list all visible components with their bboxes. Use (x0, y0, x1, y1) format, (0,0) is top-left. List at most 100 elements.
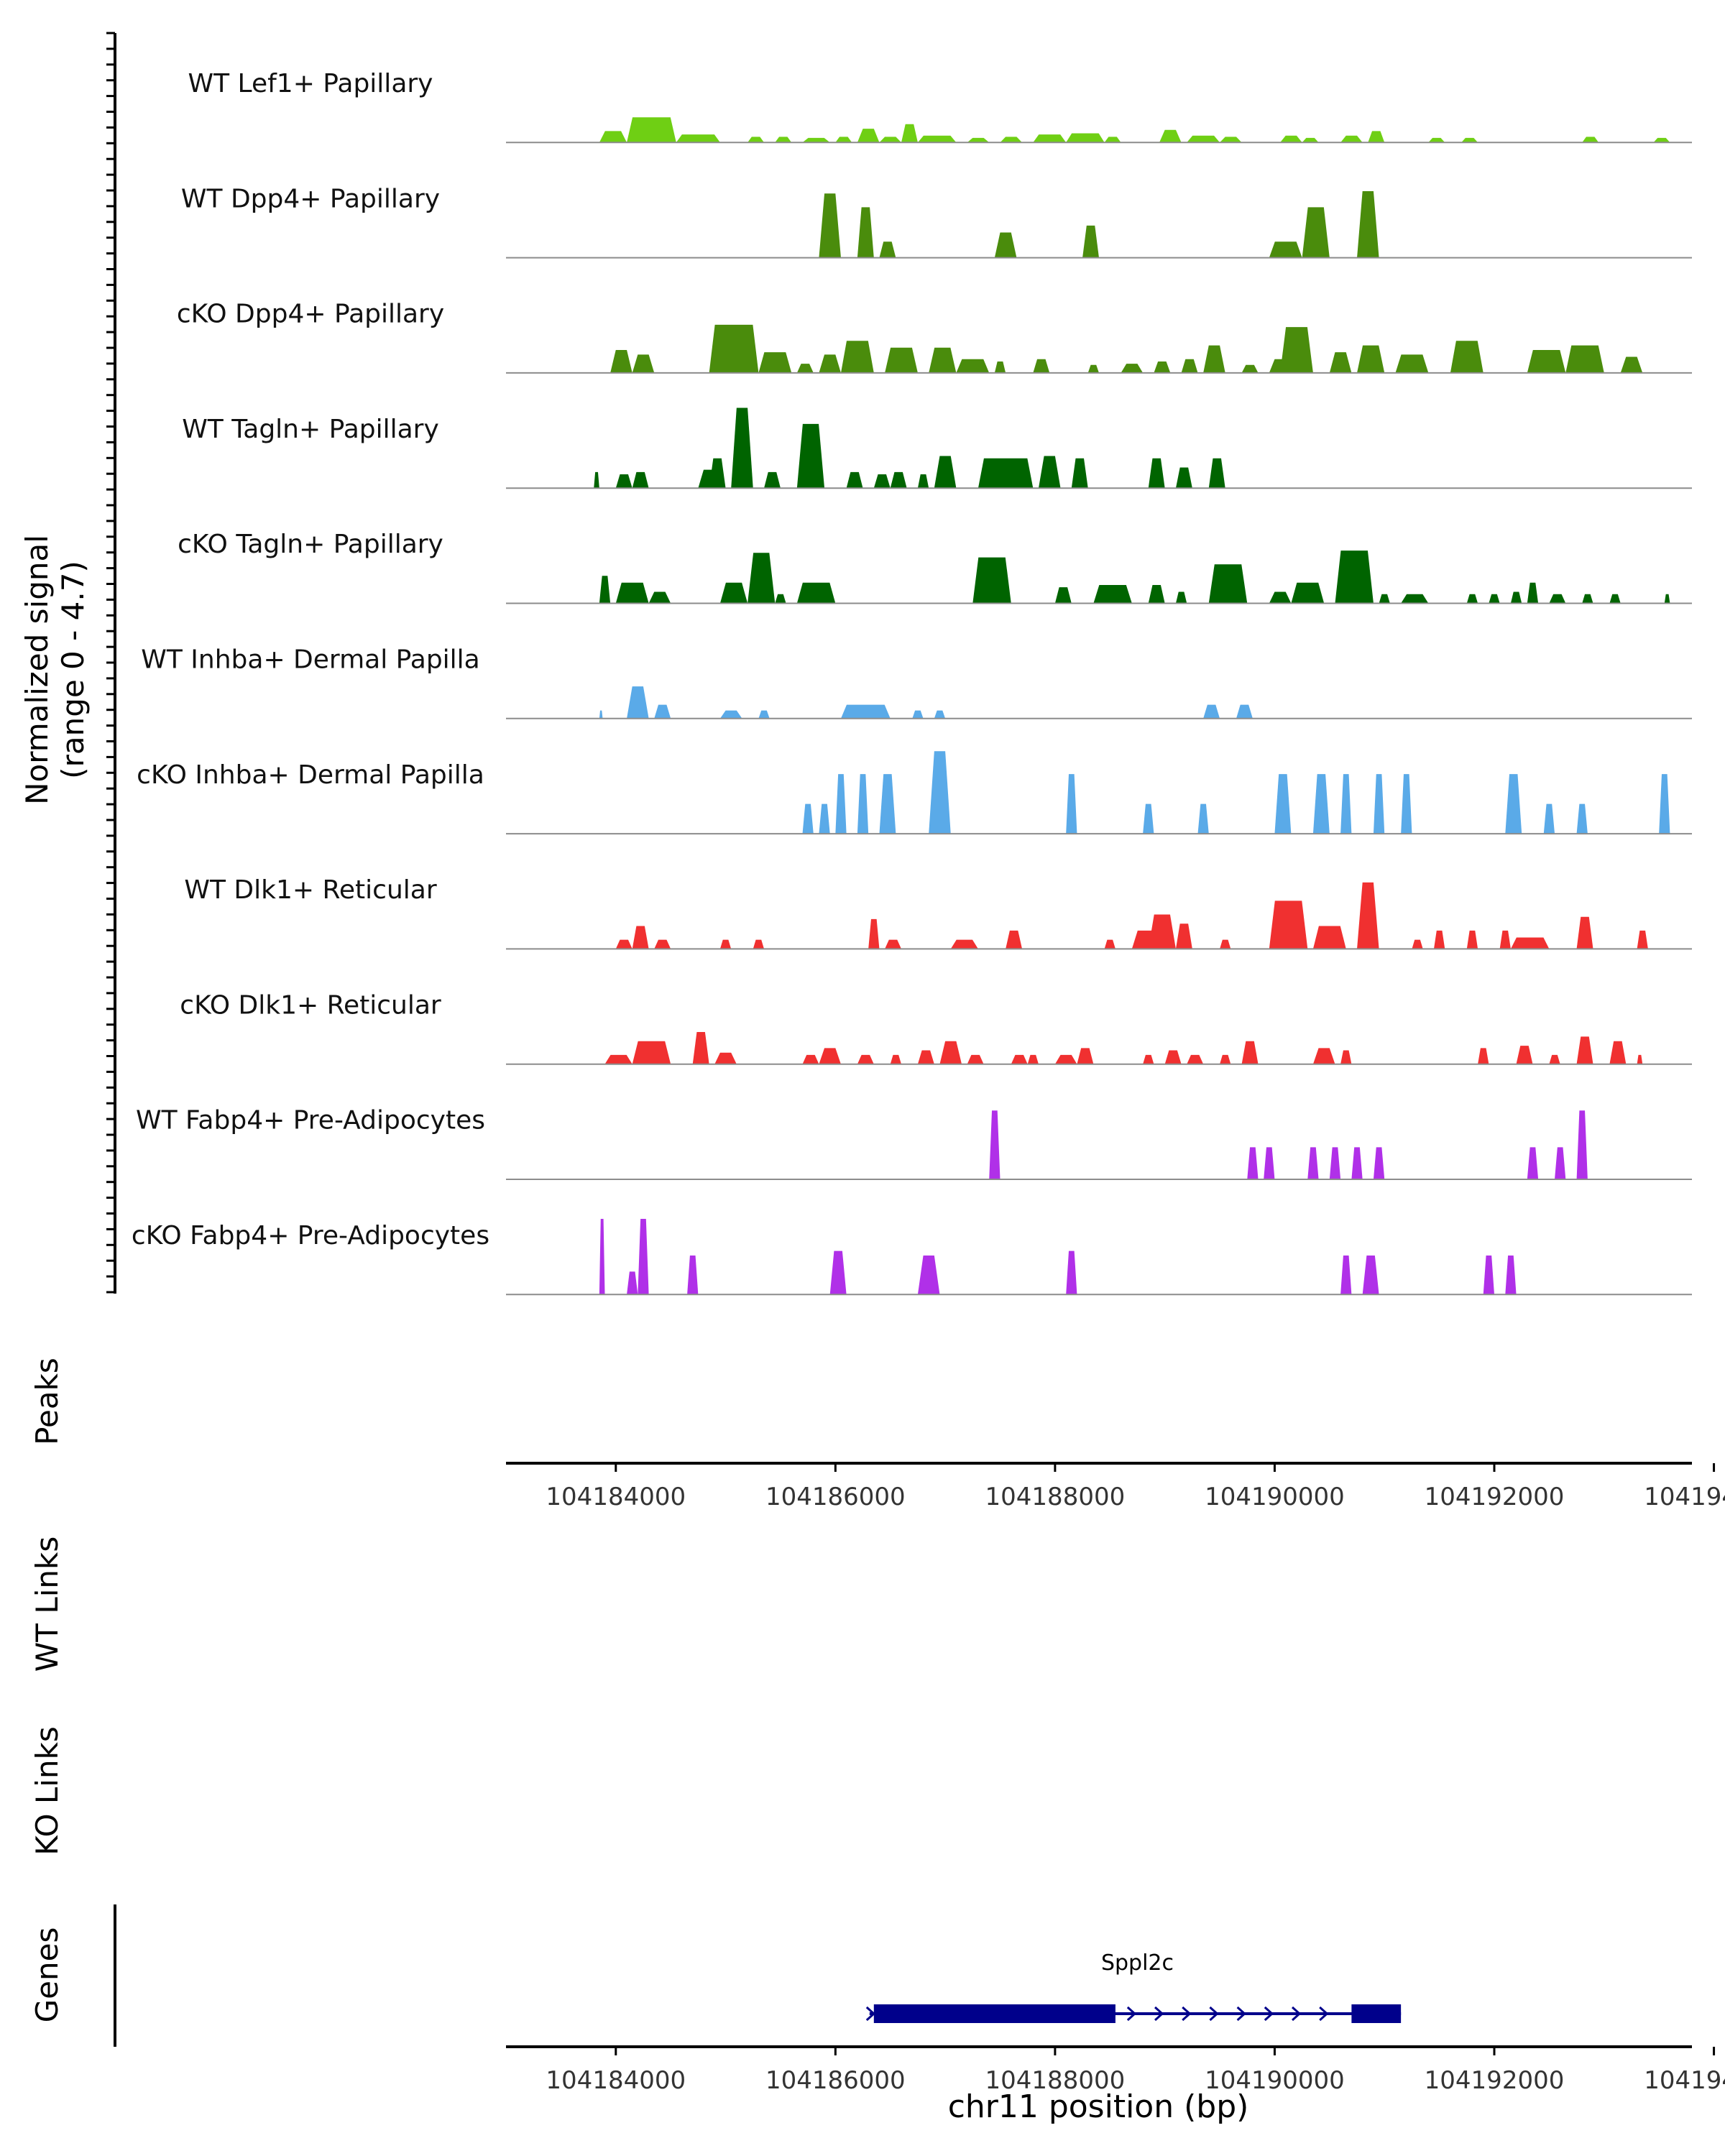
signal-peak (1181, 359, 1198, 373)
signal-peak (1159, 129, 1182, 143)
signal-peak (1104, 939, 1116, 949)
signal-peak (1582, 137, 1599, 143)
signal-peak (1466, 594, 1478, 604)
signal-peak (1379, 594, 1390, 604)
signal-peak (1236, 704, 1253, 719)
signal-peak (1280, 135, 1302, 143)
signal-peak (1066, 1250, 1077, 1295)
signal-peak (1208, 564, 1248, 604)
signal-peak (1269, 591, 1292, 604)
signal-peak (1054, 587, 1072, 604)
signal-peak (989, 1110, 1000, 1179)
signal-peak (840, 704, 891, 719)
signal-peak (1148, 458, 1165, 489)
y-axis-title-line2: (range 0 - 4.7) (55, 561, 91, 779)
track-7: WT Dlk1+ Reticular (184, 875, 1692, 950)
signal-peak (1175, 467, 1192, 489)
signal-peak (676, 134, 720, 143)
signal-peak (632, 354, 655, 373)
signal-peak (1395, 354, 1429, 373)
signal-peak (1609, 1041, 1627, 1064)
signal-peak (632, 926, 649, 949)
signal-peak (1033, 359, 1050, 373)
signal-peak (1302, 207, 1330, 258)
signal-peak (879, 774, 896, 834)
signal-peak (879, 241, 896, 258)
signal-peak (890, 471, 907, 489)
signal-peak (796, 364, 814, 373)
signal-peak (917, 474, 929, 489)
signal-peak (835, 774, 847, 834)
signal-peak (1274, 774, 1292, 834)
signal-peak (1027, 1054, 1039, 1064)
signal-peak (1637, 930, 1648, 949)
track-4: cKO Tagln+ Papillary (178, 530, 1692, 604)
track-label: WT Fabp4+ Pre-Adipocytes (136, 1106, 485, 1135)
signal-peak (758, 710, 770, 719)
track-label: WT Dlk1+ Reticular (184, 875, 436, 905)
signal-peak (1302, 137, 1319, 143)
signal-peak (1412, 939, 1423, 949)
signal-peak (1516, 1046, 1533, 1064)
signal-peak (802, 1054, 819, 1064)
signal-peak (819, 354, 841, 373)
signal-peak (1291, 582, 1325, 604)
signal-peak (1505, 1256, 1517, 1295)
signal-peak (890, 1054, 901, 1064)
signal-peak (638, 1218, 649, 1295)
signal-peak (1527, 349, 1566, 373)
signal-peak (1582, 594, 1593, 604)
signal-peak (1664, 594, 1670, 604)
signal-peak (719, 710, 742, 719)
signal-peak (1143, 803, 1154, 834)
signal-peak (1054, 1054, 1077, 1064)
gene-exon (873, 2004, 1116, 2023)
signal-peak (627, 686, 649, 719)
signal-peak (632, 1041, 671, 1064)
signal-peak (857, 774, 869, 834)
signal-peak (714, 1052, 737, 1064)
coverage-tracks: WT Lef1+ Papillary WT Dpp4+ Papillary cKO … (132, 69, 1692, 1296)
track-1: WT Dpp4+ Papillary (181, 184, 1692, 259)
signal-peak (1269, 241, 1302, 258)
signal-peak (604, 1054, 632, 1064)
signal-peak (709, 324, 759, 373)
signal-peak (1220, 939, 1231, 949)
track-label: cKO Dlk1+ Reticular (180, 990, 441, 1020)
signal-peak (1489, 594, 1500, 604)
signal-peak (1576, 1036, 1593, 1064)
signal-peak (1527, 1147, 1539, 1179)
signal-peak (994, 361, 1006, 373)
signal-peak (885, 939, 901, 949)
signal-peak (1340, 1050, 1352, 1064)
signal-peak (719, 939, 732, 949)
x-tick-label: 104188000 (985, 1483, 1126, 1511)
signal-peak (1164, 1050, 1182, 1064)
track-3: WT Tagln+ Papillary (182, 407, 1692, 489)
strand-arrow (1319, 2006, 1329, 2022)
signal-peak (1000, 137, 1023, 143)
signal-peak (1038, 456, 1061, 489)
signal-peak (829, 1250, 847, 1295)
signal-peak (1620, 356, 1643, 373)
signal-peak (1549, 594, 1566, 604)
signal-peak (1549, 1054, 1560, 1064)
signal-peak (819, 193, 841, 258)
signal-peak (1203, 704, 1220, 719)
x-tick-label: 104186000 (765, 1483, 906, 1511)
signal-peak (1373, 1147, 1385, 1179)
signal-peak (1329, 1147, 1341, 1179)
signal-peak (1197, 803, 1209, 834)
signal-peak (1071, 458, 1088, 489)
signal-peak (1659, 774, 1670, 834)
x-tick-label: 104190000 (1205, 2066, 1345, 2095)
signal-peak (967, 137, 990, 143)
gene-exon (1351, 2004, 1402, 2023)
peaks-panel-label: Peaks (29, 1358, 65, 1445)
track-6: cKO Inhba+ Dermal Papilla (137, 751, 1692, 835)
signal-peak (1362, 1256, 1379, 1295)
signal-peak (1555, 1147, 1566, 1179)
signal-peak (1066, 774, 1077, 834)
signal-peak (610, 349, 632, 373)
